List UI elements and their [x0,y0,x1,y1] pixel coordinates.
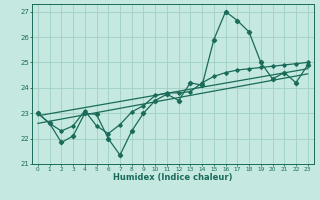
X-axis label: Humidex (Indice chaleur): Humidex (Indice chaleur) [113,173,233,182]
